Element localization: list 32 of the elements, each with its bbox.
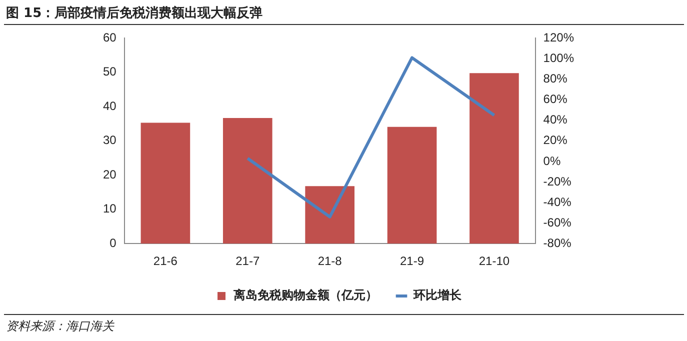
y2-tick-label: -20%: [543, 174, 572, 188]
x-tick-label: 21-10: [478, 254, 510, 268]
y2-tick-label: -80%: [543, 236, 572, 250]
y-tick-label: 40: [102, 98, 117, 113]
x-tick-label: 21-7: [236, 254, 260, 268]
y-tick-label: 10: [102, 202, 117, 216]
y2-tick-label: 120%: [543, 30, 574, 45]
y2-tick-label: 60%: [543, 92, 568, 106]
y-tick-label: 30: [102, 133, 117, 148]
x-tick-label: 21-8: [318, 254, 342, 268]
bar: [470, 73, 519, 244]
y-tick-label: 60: [102, 30, 117, 45]
text: 资料来源：海口海关: [6, 318, 114, 335]
y-tick-label: 50: [102, 64, 117, 79]
y-tick-label: 0: [110, 236, 117, 250]
chart-title: 图 15：局部疫情后免税消费额出现大幅反弹: [6, 4, 263, 22]
bar: [222, 118, 272, 244]
y2-tick-label: -40%: [543, 194, 572, 209]
x-tick-label: 21-9: [400, 254, 424, 268]
y2-tick-label: 20%: [543, 133, 568, 148]
y2-tick-label: -60%: [543, 215, 572, 230]
bar: [305, 186, 354, 244]
y2-tick-label: 40%: [543, 112, 568, 127]
legend-label: 环比增长: [412, 288, 462, 302]
y-tick-label: 20: [102, 167, 117, 182]
y2-tick-label: 100%: [543, 51, 574, 66]
bar: [387, 126, 437, 244]
y2-tick-label: 0%: [543, 154, 561, 168]
legend-label: 离岛免税购物金额（亿元）: [232, 288, 378, 302]
x-tick-label: 21-6: [153, 254, 178, 268]
bar: [140, 122, 190, 244]
y2-tick-label: 80%: [543, 72, 568, 86]
